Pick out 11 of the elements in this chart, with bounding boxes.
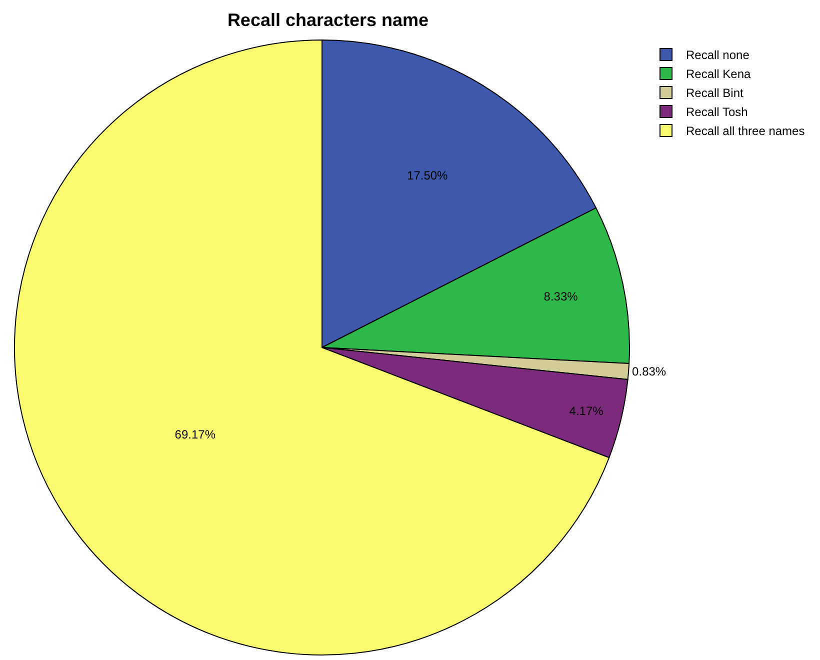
data-label: 4.17%: [569, 404, 604, 418]
legend-label: Recall all three names: [686, 124, 805, 138]
legend-label: Recall Tosh: [686, 105, 748, 120]
legend-label: Recall none: [686, 48, 750, 62]
legend-label: Recall Kena: [686, 67, 752, 82]
data-label: 17.50%: [407, 168, 448, 182]
data-label: 69.17%: [174, 428, 216, 442]
data-label: 0.83%: [632, 364, 666, 379]
legend-label: Recall Bint: [686, 86, 744, 100]
chart-title: Recall characters name: [227, 10, 429, 30]
data-label: 8.33%: [544, 290, 578, 304]
